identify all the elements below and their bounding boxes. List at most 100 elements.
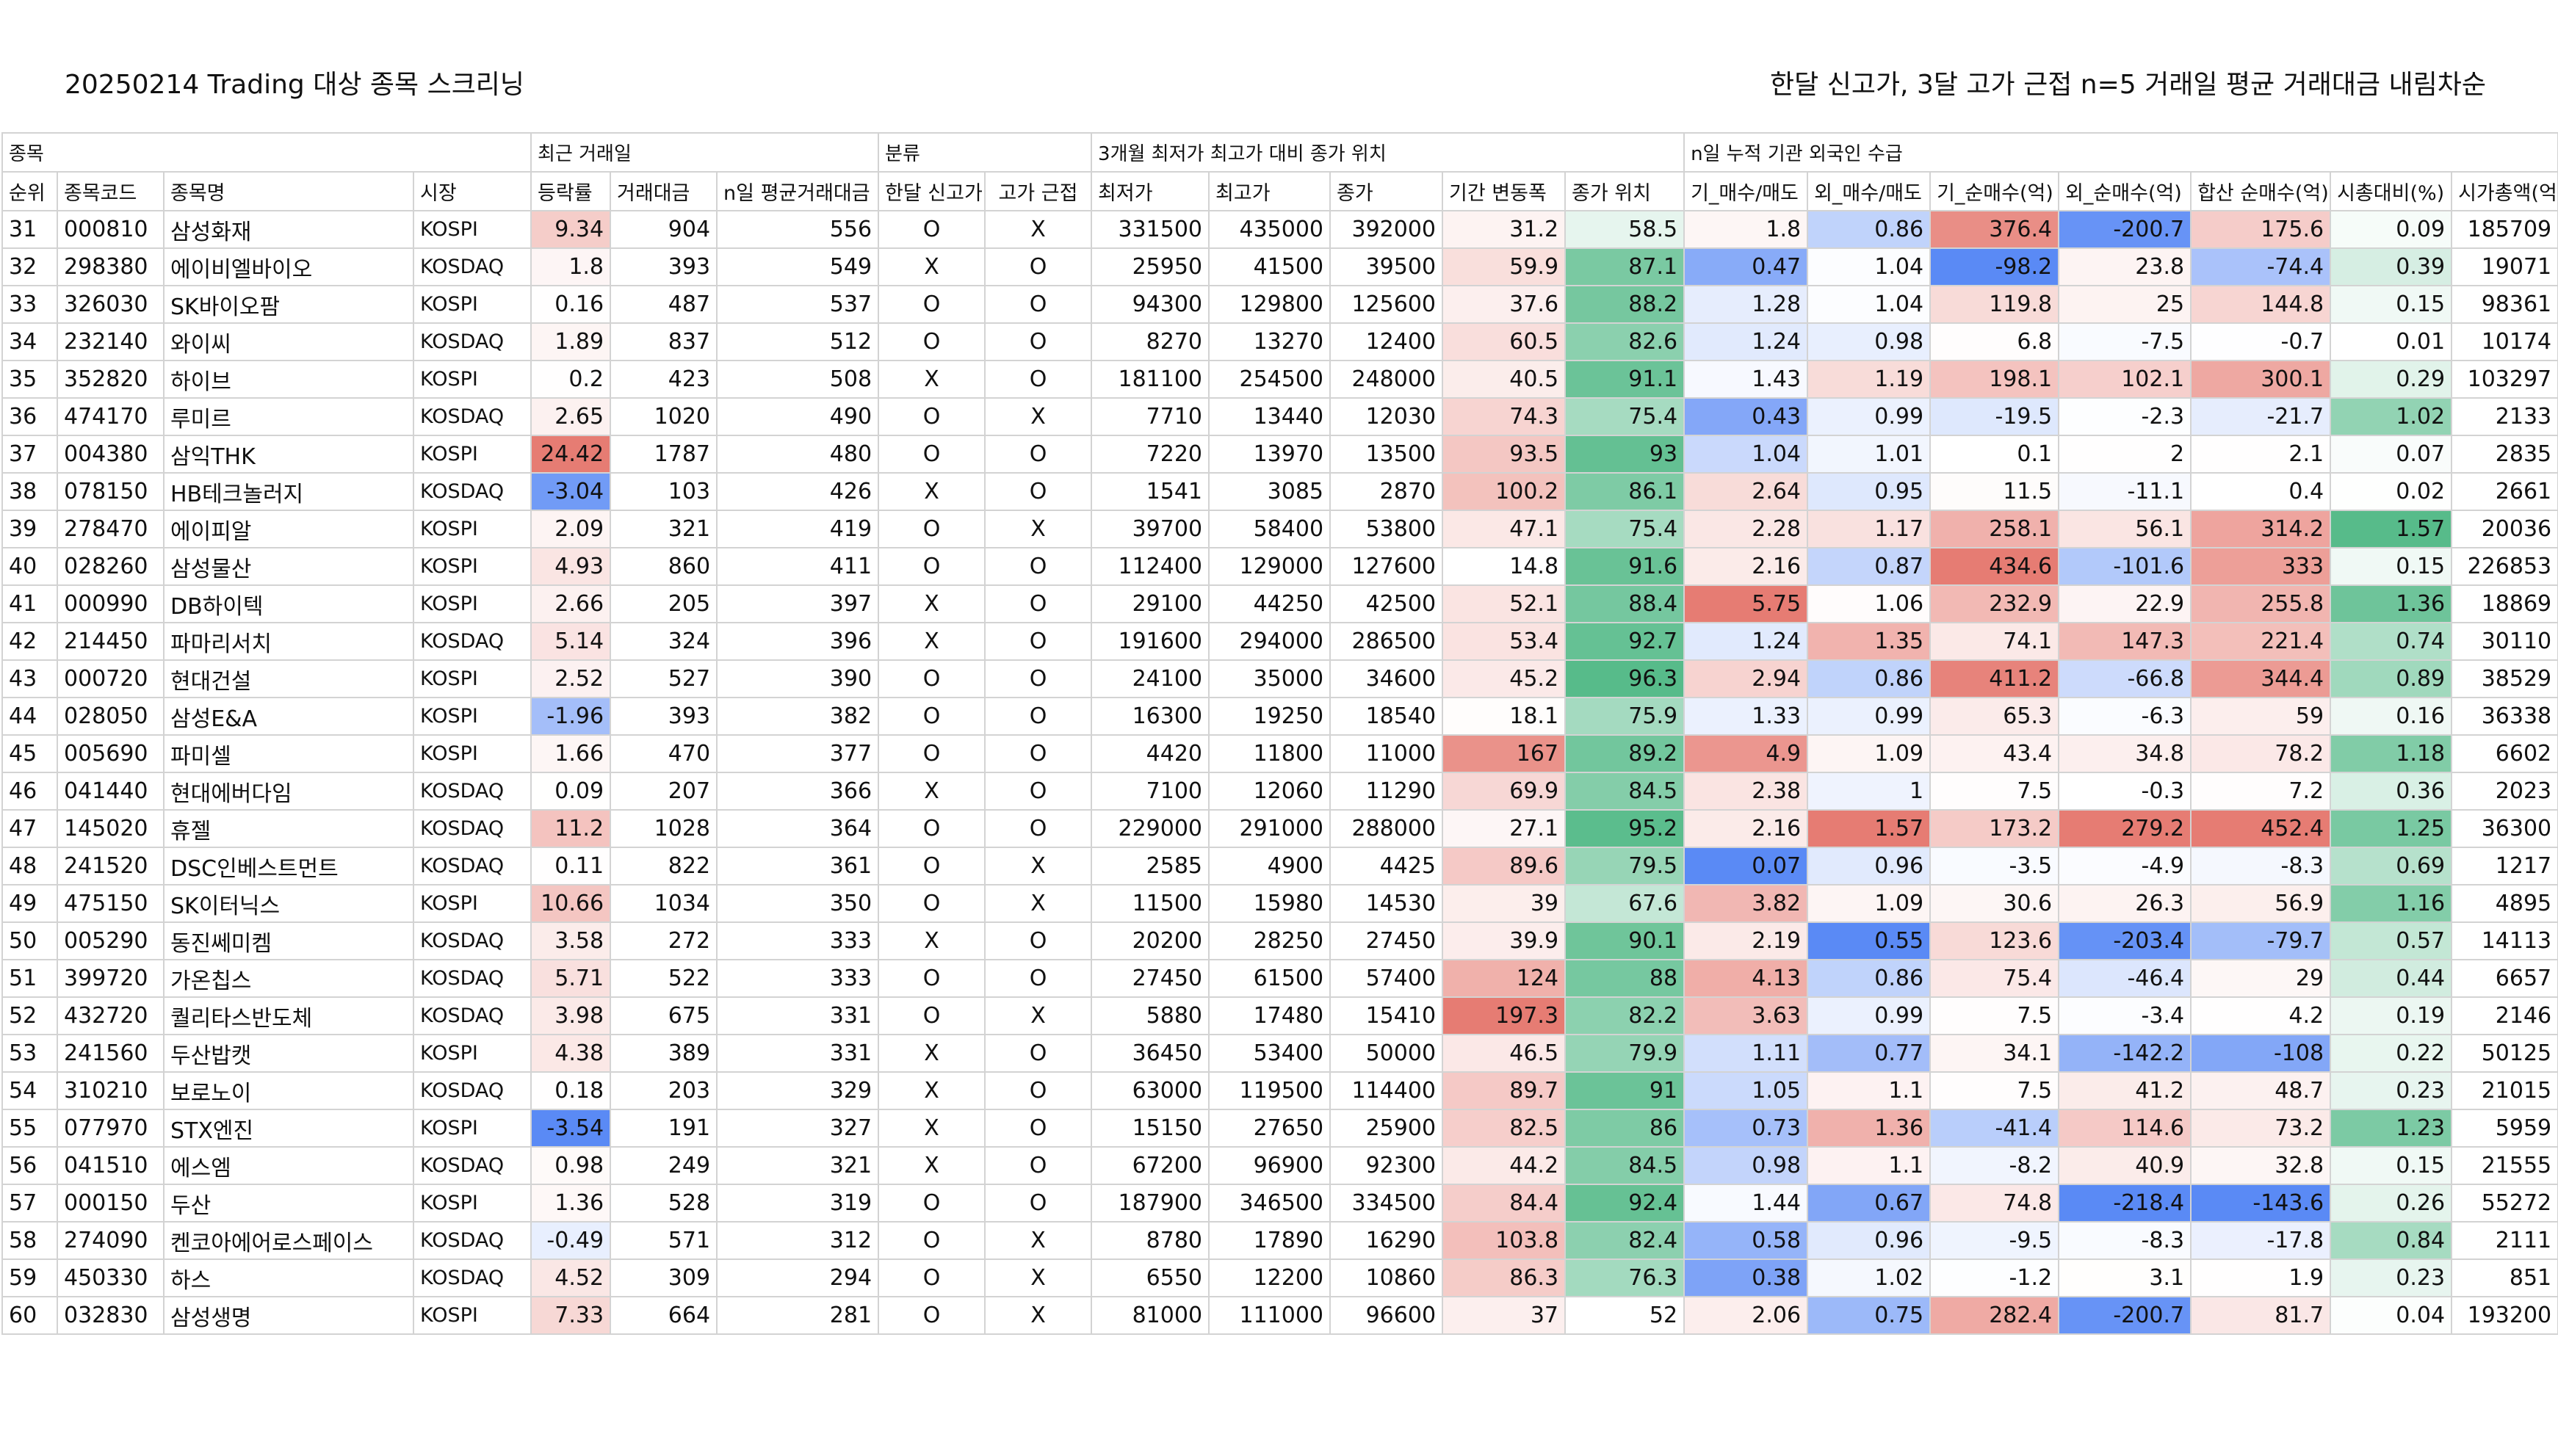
cell-market-cap: 18869 (2451, 584, 2558, 623)
cell-stock-name: STX엔진 (163, 1109, 414, 1148)
cell-total-net-buy: -8.3 (2190, 847, 2332, 885)
cell-rank: 55 (1, 1109, 58, 1148)
cell-market-cap: 38529 (2451, 659, 2558, 698)
cell-range-pct: 31.2 (1442, 210, 1567, 249)
cell-stock-code: 000150 (57, 1184, 165, 1223)
cell-low-price: 181100 (1091, 360, 1210, 399)
cell-inst-net-buy: 123.6 (1929, 921, 2060, 960)
cell-market: KOSDAQ (412, 996, 532, 1035)
cell-near-high: O (984, 247, 1093, 286)
cell-stock-name: 현대건설 (163, 659, 414, 698)
cell-range-pct: 59.9 (1442, 247, 1567, 286)
cell-low-price: 229000 (1091, 809, 1210, 848)
cell-near-high: O (984, 921, 1093, 960)
cell-rank: 57 (1, 1184, 58, 1223)
cell-stock-name: 에스엠 (163, 1146, 414, 1185)
cell-new-high-month: X (878, 472, 986, 511)
cell-new-high-month: X (878, 921, 986, 960)
cell-stock-code: 241520 (57, 847, 165, 885)
cell-foreign-net-buy: -7.5 (2058, 322, 2192, 361)
cell-close-price: 34600 (1329, 659, 1444, 698)
cell-foreign-net-buy: -4.9 (2058, 847, 2192, 885)
cell-change-rate: 3.98 (530, 996, 612, 1035)
cell-foreign-net-buy: -200.7 (2058, 1296, 2192, 1335)
cell-stock-code: 298380 (57, 247, 165, 286)
cell-foreign-net-buy: -203.4 (2058, 921, 2192, 960)
table-row: 38 078150 HB테크놀러지 KOSDAQ -3.04 103 426 X O 1541 30… (1, 472, 2558, 511)
cell-foreign-net-buy: 3.1 (2058, 1258, 2192, 1297)
cell-range-pct: 40.5 (1442, 360, 1567, 399)
header-trading-value: 거래대금 (610, 171, 718, 211)
cell-stock-name: 하이브 (163, 360, 414, 399)
cell-foreign-net-buy: -218.4 (2058, 1184, 2192, 1223)
cell-total-net-buy: -79.7 (2190, 921, 2332, 960)
cell-market-cap: 36338 (2451, 697, 2558, 736)
header-high-price: 최고가 (1208, 171, 1332, 211)
cell-avg-trading-value: 390 (716, 659, 880, 698)
cell-foreign-buy-sell-ratio: 1.06 (1807, 584, 1932, 623)
header-range-pct: 기간 변동폭 (1442, 171, 1567, 211)
cell-market: KOSDAQ (412, 1146, 532, 1185)
cell-inst-net-buy: -41.4 (1929, 1109, 2060, 1148)
cell-stock-name: 퀄리타스반도체 (163, 996, 414, 1035)
cell-mcap-ratio: 0.07 (2330, 435, 2453, 474)
cell-foreign-net-buy: -200.7 (2058, 210, 2192, 249)
cell-total-net-buy: 1.9 (2190, 1258, 2332, 1297)
cell-high-price: 291000 (1208, 809, 1332, 848)
cell-rank: 54 (1, 1071, 58, 1110)
cell-rank: 40 (1, 547, 58, 586)
cell-trading-value: 191 (610, 1109, 718, 1148)
cell-new-high-month: O (878, 659, 986, 698)
table-row: 51 399720 가온칩스 KOSDAQ 5.71 522 333 O O 27450 61500… (1, 959, 2558, 998)
table-row: 36 474170 루미르 KOSDAQ 2.65 1020 490 O X 7710 13440 1… (1, 397, 2558, 436)
cell-low-price: 24100 (1091, 659, 1210, 698)
cell-total-net-buy: 59 (2190, 697, 2332, 736)
cell-change-rate: 2.09 (530, 510, 612, 548)
cell-market-cap: 185709 (2451, 210, 2558, 249)
cell-range-pct: 45.2 (1442, 659, 1567, 698)
cell-mcap-ratio: 0.23 (2330, 1071, 2453, 1110)
cell-inst-buy-sell-ratio: 1.24 (1683, 622, 1809, 661)
cell-near-high: O (984, 285, 1093, 324)
cell-rank: 31 (1, 210, 58, 249)
cell-foreign-buy-sell-ratio: 1.57 (1807, 809, 1932, 848)
cell-high-price: 58400 (1208, 510, 1332, 548)
cell-inst-buy-sell-ratio: 1.28 (1683, 285, 1809, 324)
header-change-rate: 등락률 (530, 171, 612, 211)
cell-near-high: X (984, 1296, 1093, 1335)
cell-mcap-ratio: 1.36 (2330, 584, 2453, 623)
cell-rank: 47 (1, 809, 58, 848)
cell-stock-code: 032830 (57, 1296, 165, 1335)
cell-foreign-buy-sell-ratio: 1.02 (1807, 1258, 1932, 1297)
cell-total-net-buy: 300.1 (2190, 360, 2332, 399)
cell-foreign-net-buy: 56.1 (2058, 510, 2192, 548)
cell-rank: 43 (1, 659, 58, 698)
cell-rank: 60 (1, 1296, 58, 1335)
cell-mcap-ratio: 0.15 (2330, 547, 2453, 586)
cell-foreign-buy-sell-ratio: 0.86 (1807, 659, 1932, 698)
cell-mcap-ratio: 0.19 (2330, 996, 2453, 1035)
cell-trading-value: 470 (610, 734, 718, 773)
cell-total-net-buy: 144.8 (2190, 285, 2332, 324)
cell-low-price: 6550 (1091, 1258, 1210, 1297)
cell-rank: 56 (1, 1146, 58, 1185)
cell-new-high-month: X (878, 772, 986, 811)
cell-near-high: O (984, 435, 1093, 474)
cell-close-position: 92.7 (1564, 622, 1686, 661)
cell-close-position: 91.1 (1564, 360, 1686, 399)
cell-trading-value: 324 (610, 622, 718, 661)
cell-high-price: 13440 (1208, 397, 1332, 436)
cell-low-price: 7220 (1091, 435, 1210, 474)
cell-market-cap: 5959 (2451, 1109, 2558, 1148)
cell-avg-trading-value: 333 (716, 959, 880, 998)
cell-rank: 52 (1, 996, 58, 1035)
cell-range-pct: 27.1 (1442, 809, 1567, 848)
cell-inst-buy-sell-ratio: 0.07 (1683, 847, 1809, 885)
cell-high-price: 12200 (1208, 1258, 1332, 1297)
cell-foreign-net-buy: 23.8 (2058, 247, 2192, 286)
cell-market-cap: 19071 (2451, 247, 2558, 286)
cell-avg-trading-value: 329 (716, 1071, 880, 1110)
cell-market: KOSPI (412, 360, 532, 399)
cell-stock-code: 241560 (57, 1034, 165, 1073)
cell-trading-value: 527 (610, 659, 718, 698)
